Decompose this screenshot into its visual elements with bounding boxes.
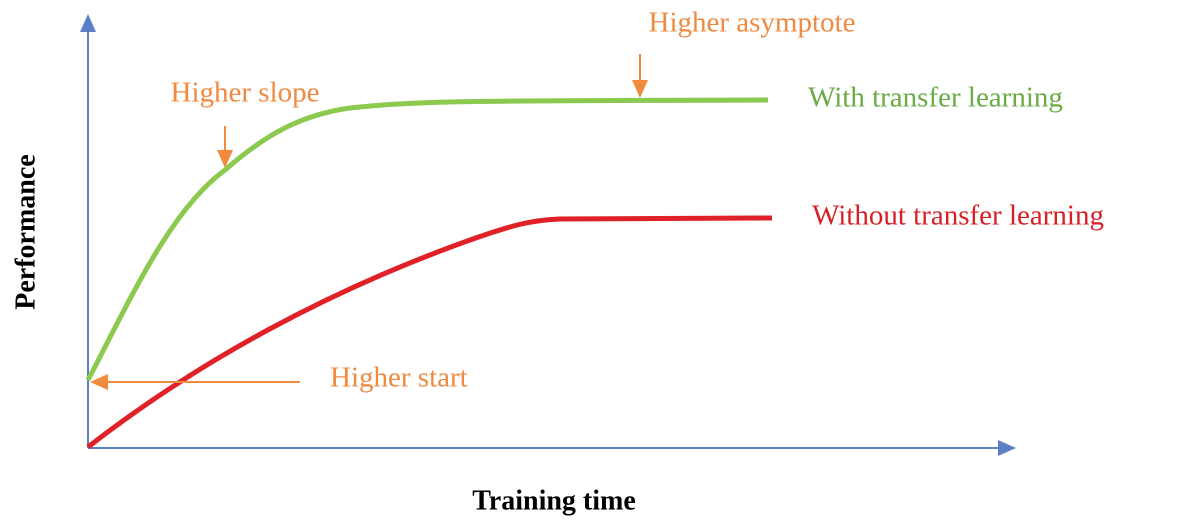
curve-without-transfer xyxy=(86,215,773,449)
annotation: Higher start xyxy=(330,362,468,394)
x-axis-label: Training time xyxy=(472,485,636,516)
curve-label: Without transfer learning xyxy=(812,200,1104,232)
annotation: Higher asymptote xyxy=(649,7,856,39)
curve-with-transfer xyxy=(85,97,769,382)
annotation: Higher slope xyxy=(171,77,320,109)
curve-label: With transfer learning xyxy=(808,82,1063,114)
y-axis-label: Performance xyxy=(10,154,41,309)
